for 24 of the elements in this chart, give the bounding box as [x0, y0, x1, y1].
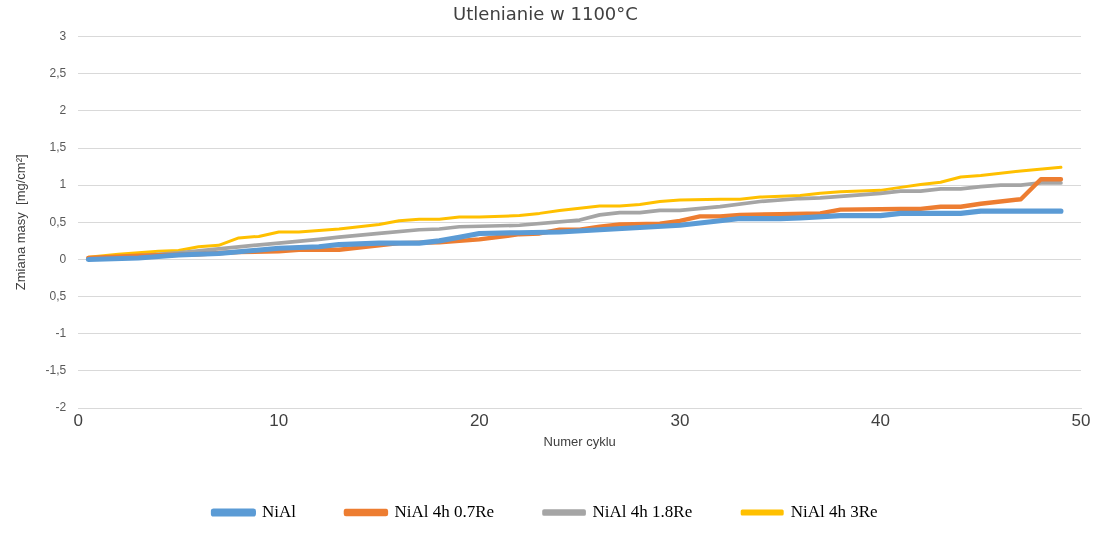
y-tick-label: -1 [55, 326, 67, 341]
y-tick-label: 1,5 [49, 140, 67, 155]
x-tick-label: 10 [269, 410, 289, 430]
y-axis-title: Zmiana masy [mg/cm²] [13, 154, 29, 291]
y-tick-label: 0,5 [49, 288, 67, 303]
x-tick-label: 20 [469, 410, 489, 430]
chart-title: Utlenianie w 1100°C [453, 3, 638, 25]
x-tick-label: 0 [73, 410, 84, 430]
y-tick-label: 1 [59, 177, 67, 192]
legend-label: NiAl 4h 1.8Re [592, 501, 693, 521]
x-tick-label: 50 [1071, 410, 1091, 430]
y-tick-label: 0 [59, 251, 67, 266]
legend-label: NiAl [261, 501, 297, 521]
y-tick-label: 2 [59, 103, 67, 118]
legend-label: NiAl 4h 0.7Re [394, 501, 495, 521]
y-tick-label: -2 [55, 400, 67, 415]
x-tick-label: 40 [870, 410, 890, 430]
x-tick-label: 30 [670, 410, 690, 430]
y-tick-label: -1,5 [45, 363, 67, 378]
y-tick-label: 3 [59, 28, 67, 43]
y-tick-label: 2,5 [49, 66, 67, 81]
x-axis-title: Numer cyklu [543, 433, 616, 449]
y-tick-label: 0,5 [49, 214, 67, 229]
legend-label: NiAl 4h 3Re [790, 501, 878, 521]
